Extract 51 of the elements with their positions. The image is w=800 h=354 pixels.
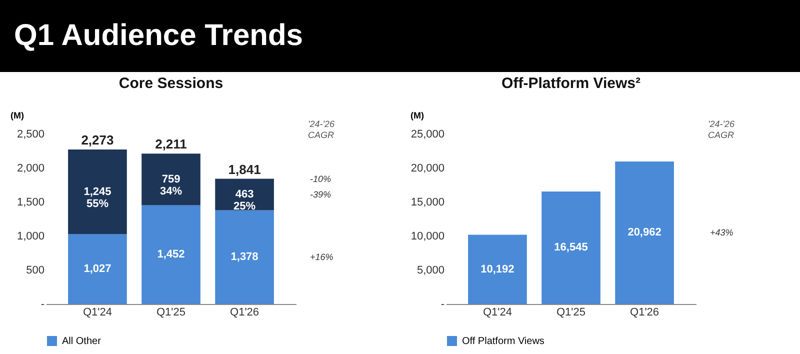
bar	[68, 150, 127, 234]
y-tick-label: 1,000	[16, 230, 44, 242]
text: -10%	[310, 174, 332, 184]
chart-title: Q1 Audience Trends	[0, 0, 800, 72]
y-tick-label: -	[440, 298, 445, 310]
text: -39%	[310, 190, 332, 200]
x-tick-label: Q1'26	[630, 306, 660, 318]
y-tick-label: 2,000	[16, 162, 44, 174]
y-tick-label: 25,000	[410, 128, 444, 140]
data-label: 10,192	[480, 263, 514, 276]
total-label: 2,273	[81, 132, 114, 148]
x-tick-label: Q1'24	[82, 306, 112, 318]
bar	[468, 234, 527, 304]
y-tick-label: 15,000	[410, 196, 444, 208]
data-label: 463 25%	[234, 188, 256, 213]
data-label: 16,545	[554, 242, 588, 254]
x-tick-label: Q1'25	[556, 306, 586, 318]
text: '24-'26 CAGR	[308, 119, 335, 140]
chart-title: Off-Platform Views²	[502, 75, 640, 92]
bar	[615, 161, 674, 304]
y-axis-title: (M)	[410, 110, 424, 120]
x-tick-label: Q1'24	[482, 306, 512, 318]
y-tick-label: 1,500	[16, 196, 44, 208]
y-tick-label: -	[40, 298, 45, 310]
bar	[142, 205, 200, 304]
y-tick-label: 2,500	[16, 128, 44, 140]
chart-subtitle: Core Sessions	[118, 75, 224, 92]
bar	[542, 191, 600, 304]
y-tick-label: 20,000	[410, 162, 444, 174]
text: +43%	[710, 228, 734, 238]
x-tick-label: Q1'25	[156, 306, 186, 318]
data-label: 1,245 55%	[84, 186, 112, 210]
bar	[142, 154, 200, 206]
data-label: 20,962	[628, 226, 662, 239]
y-tick-label: 10,000	[410, 230, 444, 242]
total-label: 2,211	[155, 136, 187, 152]
legend-label: Off Platform Views	[462, 336, 544, 347]
text: +16%	[310, 252, 334, 262]
y-axis-title: (M)	[10, 110, 24, 120]
total-label: 1,841	[228, 162, 261, 177]
bar	[215, 210, 274, 304]
data-label: 1,452	[157, 248, 185, 261]
data-label: 1,027	[84, 263, 112, 276]
y-tick-label: 5,000	[416, 264, 444, 276]
bar	[68, 234, 127, 304]
legend-label: All Other	[62, 336, 102, 347]
data-label: 1,378	[230, 251, 258, 264]
text: '24-'26 CAGR	[708, 119, 735, 140]
x-tick-label: Q1'26	[230, 306, 260, 318]
data-label: 759 34%	[160, 173, 182, 198]
y-tick-label: 500	[26, 264, 44, 276]
